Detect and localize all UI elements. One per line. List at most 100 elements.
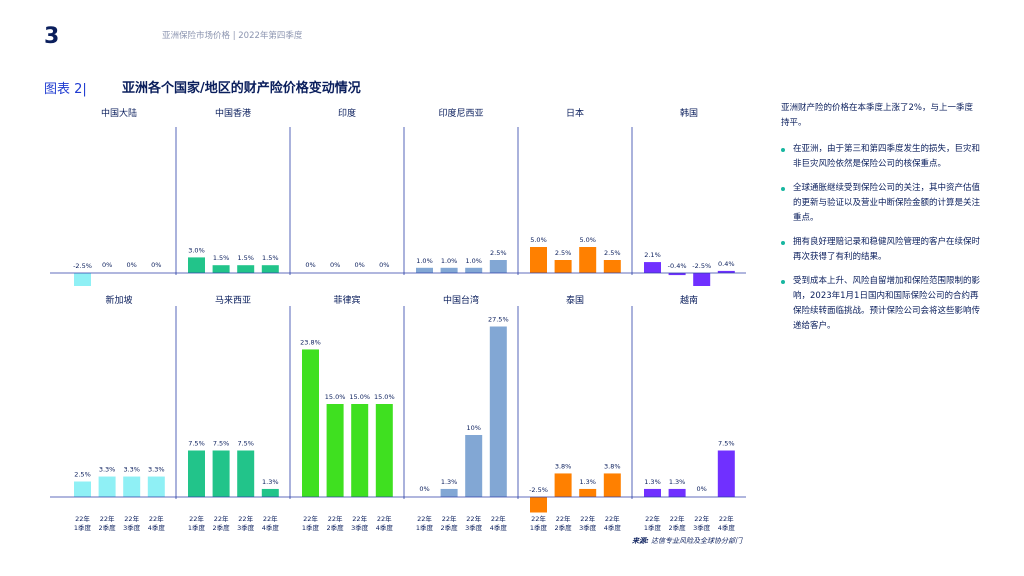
x-tick-label: 22年 — [238, 514, 253, 523]
bullet-text: 全球通胀继续受到保险公司的关注，其中资产估值的更新与验证以及营业中断保险金额的计… — [793, 183, 981, 223]
region-title: 越南 — [680, 294, 698, 306]
x-tick-label: 22年 — [442, 514, 457, 523]
bar — [693, 273, 711, 286]
data-label: 5.0% — [579, 236, 596, 244]
data-label: 1.5% — [262, 254, 279, 262]
bar — [440, 267, 458, 273]
x-tick-label: 2季度 — [555, 523, 573, 532]
bar — [465, 435, 483, 497]
data-label: 7.5% — [188, 440, 205, 448]
x-tick-label: 1季度 — [644, 523, 662, 532]
data-label: 3.0% — [188, 246, 205, 254]
x-tick-label: 22年 — [124, 514, 139, 523]
x-tick-label: 3季度 — [579, 523, 597, 532]
x-tick-label: 3季度 — [237, 523, 255, 532]
x-tick-label: 22年 — [263, 514, 278, 523]
data-label: 1.3% — [644, 478, 661, 486]
x-tick-label: 22年 — [605, 514, 620, 523]
bar — [603, 260, 621, 273]
page-number: 3 — [44, 24, 60, 49]
sidebar-bullet: 受到成本上升、风险自留增加和保险范围限制的影响，2023年1月1日国内和国际保险… — [781, 274, 981, 334]
bar — [261, 488, 279, 497]
sidebar-bullet: 在亚洲，由于第三和第四季度发生的损失，巨灾和非巨灾风险依然是保险公司的核保重点。 — [781, 142, 981, 172]
data-label: 7.5% — [213, 440, 230, 448]
data-label: 0% — [419, 485, 429, 493]
bar — [188, 257, 205, 273]
bar — [326, 404, 344, 497]
bullet-dot-icon — [781, 241, 785, 245]
x-tick-label: 4季度 — [604, 523, 622, 532]
data-label: 0% — [127, 261, 137, 269]
bullet-text: 在亚洲，由于第三和第四季度发生的损失，巨灾和非巨灾风险依然是保险公司的核保重点。 — [793, 144, 981, 169]
bar — [530, 247, 547, 273]
region-title: 印度尼西亚 — [438, 107, 483, 119]
x-tick-label: 4季度 — [718, 523, 736, 532]
data-label: 3.3% — [123, 466, 140, 474]
region-title: 中国台湾 — [443, 294, 479, 306]
bar — [554, 260, 572, 273]
x-tick-label: 22年 — [580, 514, 595, 523]
x-tick-label: 1季度 — [302, 523, 320, 532]
data-label: 3.3% — [148, 466, 165, 474]
bar — [717, 450, 735, 497]
x-tick-label: 1季度 — [530, 523, 548, 532]
data-label: -2.5% — [73, 262, 92, 270]
bar — [603, 473, 621, 497]
data-label: 0% — [355, 261, 365, 269]
bar — [212, 450, 230, 497]
x-tick-label: 22年 — [670, 514, 685, 523]
x-tick-label: 4季度 — [262, 523, 280, 532]
x-tick-label: 3季度 — [351, 523, 369, 532]
data-label: 15.0% — [374, 393, 395, 401]
bullet-dot-icon — [781, 280, 785, 284]
x-tick-label: 22年 — [694, 514, 709, 523]
x-tick-label: 22年 — [377, 514, 392, 523]
x-tick-label: 22年 — [214, 514, 229, 523]
x-tick-label: 22年 — [531, 514, 546, 523]
data-label: 0% — [330, 261, 340, 269]
data-label: 1.3% — [579, 478, 596, 486]
x-tick-label: 22年 — [149, 514, 164, 523]
bar — [440, 488, 458, 497]
x-tick-label: 3季度 — [123, 523, 141, 532]
bar — [530, 497, 547, 513]
x-tick-label: 22年 — [466, 514, 481, 523]
bar — [237, 265, 255, 273]
region-title: 日本 — [566, 107, 584, 119]
x-tick-label: 22年 — [328, 514, 343, 523]
x-tick-label: 1季度 — [74, 523, 92, 532]
bar — [123, 476, 141, 497]
data-label: 7.5% — [237, 440, 254, 448]
x-tick-label: 2季度 — [441, 523, 459, 532]
data-label: 1.0% — [416, 257, 433, 265]
data-label: 23.8% — [300, 338, 321, 346]
data-label: 2.5% — [604, 249, 621, 257]
bullet-dot-icon — [781, 187, 785, 191]
x-tick-label: 22年 — [719, 514, 734, 523]
bar — [351, 404, 369, 497]
source-note: 来源: 达信专业风险及全球协分部门 — [632, 536, 742, 546]
x-tick-label: 22年 — [417, 514, 432, 523]
data-label: 27.5% — [488, 316, 509, 324]
bullet-text: 受到成本上升、风险自留增加和保险范围限制的影响，2023年1月1日国内和国际保险… — [793, 276, 981, 331]
bar — [302, 349, 319, 497]
bar — [554, 473, 572, 497]
sidebar-bullet-list: 在亚洲，由于第三和第四季度发生的损失，巨灾和非巨灾风险依然是保险公司的核保重点。… — [781, 142, 981, 334]
sidebar-bullet: 全球通胀继续受到保险公司的关注，其中资产估值的更新与验证以及营业中断保险金额的计… — [781, 181, 981, 226]
data-label: 1.5% — [213, 254, 230, 262]
x-tick-label: 2季度 — [99, 523, 117, 532]
bar — [579, 247, 597, 273]
running-header: 亚洲保险市场价格 | 2022年第四季度 — [162, 31, 303, 41]
x-tick-label: 22年 — [352, 514, 367, 523]
figure-title: 亚洲各个国家/地区的财产险价格变动情况 — [122, 81, 361, 96]
data-label: 7.5% — [718, 440, 735, 448]
bar — [237, 450, 255, 497]
data-label: 2.5% — [555, 249, 572, 257]
x-tick-label: 1季度 — [188, 523, 206, 532]
bar — [644, 262, 661, 273]
x-tick-label: 2季度 — [213, 523, 231, 532]
bar — [644, 488, 661, 497]
x-tick-label: 22年 — [303, 514, 318, 523]
x-tick-label: 1季度 — [416, 523, 434, 532]
data-label: 1.3% — [441, 478, 458, 486]
